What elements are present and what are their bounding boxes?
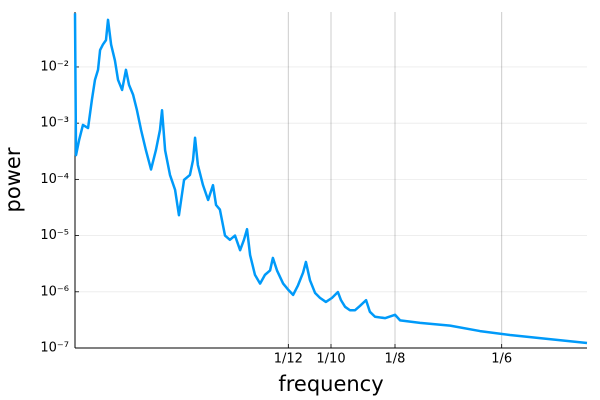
x-axis-title: frequency xyxy=(278,372,383,396)
y-tick-label: 10⁻² xyxy=(40,59,69,74)
y-tick-label: 10⁻³ xyxy=(40,116,69,131)
y-tick-label: 10⁻⁶ xyxy=(40,284,69,299)
y-tick-label: 10⁻⁵ xyxy=(40,228,69,243)
y-axis-title: power xyxy=(1,147,25,212)
y-tick-label: 10⁻⁴ xyxy=(40,172,69,187)
x-tick-label: 1/10 xyxy=(316,352,345,367)
y-tick-label: 10⁻⁷ xyxy=(40,341,69,356)
data-line xyxy=(73,13,588,345)
x-tick-label: 1/6 xyxy=(491,352,512,367)
x-tick-label: 1/8 xyxy=(385,352,406,367)
x-tick-label: 1/12 xyxy=(274,352,303,367)
